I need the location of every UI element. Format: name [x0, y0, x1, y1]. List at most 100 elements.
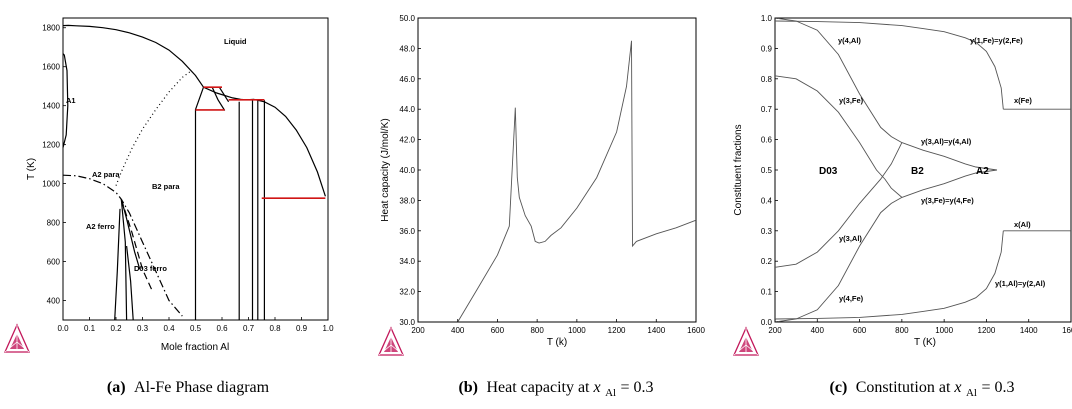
- panel-b-ticks: 200 400 600 800 1000 1200 1400 1600 30.0 32.0 34.0…: [399, 14, 705, 335]
- pc-ytick-label-4: 0.4: [761, 196, 773, 205]
- thermocalc-logo-b: [377, 326, 405, 356]
- caption-b-sub: Al: [605, 387, 616, 399]
- annotation-a2-ferro: A2 ferro: [86, 222, 115, 231]
- pc-ytick-label-7: 0.7: [761, 105, 773, 114]
- panel-b-plot-frame: [417, 17, 697, 323]
- panel-c-series: [774, 17, 1071, 323]
- pa-xtick-label-0: 0.0: [57, 324, 69, 333]
- pa-xtick-label-5: 0.5: [190, 324, 202, 333]
- pa-series-line-8: [218, 86, 230, 103]
- pb-xtick-label-5: 1200: [608, 326, 626, 335]
- pc-ytick-label-10: 1.0: [761, 14, 773, 23]
- pc-ytick-label-9: 0.9: [761, 44, 773, 53]
- annotation-a2: A2: [976, 166, 989, 177]
- pc-ytick-label-5: 0.5: [761, 166, 773, 175]
- thermocalc-logo-a: [3, 323, 31, 353]
- pa-ytick-label-7: 1800: [42, 24, 60, 33]
- panel-b: 200 400 600 800 1000 1200 1400 1600 30.0 32.0 34.0…: [380, 14, 705, 348]
- panel-c-plot-frame: [774, 17, 1072, 323]
- pc-ytick-label-3: 0.3: [761, 227, 773, 236]
- pc-series-line-9: [774, 197, 903, 323]
- pb-ytick-label-8: 46.0: [399, 75, 415, 84]
- pc-xtick-label-4: 1000: [935, 326, 953, 335]
- panel-a: 0.0 0.1 0.2 0.3 0.4 0.5 0.6 0.7 0.8 0.9 1.0 400 600 8…: [26, 17, 334, 353]
- annotation-y3fe: y(3,Fe): [839, 96, 864, 105]
- pb-xtick-label-4: 1000: [568, 326, 586, 335]
- pc-series-line-0: [774, 20, 1004, 110]
- panel-b-ylabel: Heat capacity (J/mol/K): [380, 118, 391, 221]
- pc-xtick-label-1: 400: [811, 326, 825, 335]
- pa-ytick-label-6: 1600: [42, 63, 60, 72]
- pa-xtick-label-7: 0.7: [243, 324, 255, 333]
- caption-c-var: x: [953, 379, 961, 396]
- pa-xtick-label-1: 0.1: [84, 324, 96, 333]
- pb-ytick-label-7: 44.0: [399, 105, 415, 114]
- annotation-a2-para: A2 para: [92, 170, 120, 179]
- pa-ytick-label-0: 400: [47, 297, 61, 306]
- pb-ytick-label-4: 38.0: [399, 196, 415, 205]
- annotation-xal: x(Al): [1014, 220, 1031, 229]
- pc-ytick-label-6: 0.6: [761, 136, 773, 145]
- caption-b-var: x: [593, 379, 601, 396]
- pc-ytick-label-1: 0.1: [761, 288, 773, 297]
- caption-b-text: Heat capacity at: [486, 379, 593, 396]
- pc-xtick-label-3: 800: [895, 326, 909, 335]
- caption-b-value: = 0.3: [621, 379, 654, 396]
- pb-ytick-label-1: 32.0: [399, 288, 415, 297]
- pa-series-line-0: [62, 24, 204, 88]
- caption-c: (c) Constitution at x Al = 0.3: [830, 379, 1015, 400]
- pa-ytick-label-4: 1200: [42, 141, 60, 150]
- pb-series-line-0: [457, 40, 697, 323]
- annotation-a1: A1: [66, 96, 76, 105]
- caption-b: (b) Heat capacity at x Al = 0.3: [458, 379, 653, 400]
- pa-xtick-label-6: 0.6: [216, 324, 228, 333]
- annotation-b2: B2: [911, 166, 924, 177]
- pa-ytick-label-1: 600: [47, 258, 61, 267]
- caption-c-letter: (c): [830, 379, 848, 396]
- pc-xtick-label-5: 1200: [978, 326, 996, 335]
- pb-ytick-label-10: 50.0: [399, 14, 415, 23]
- pc-xtick-label-2: 600: [853, 326, 867, 335]
- caption-c-value: = 0.3: [981, 379, 1014, 396]
- pc-xtick-label-0: 200: [768, 326, 782, 335]
- panel-c-ticks: 200 400 600 800 1000 1200 1400 1600 0.0 0.1 0.2 0.3…: [761, 14, 1072, 335]
- pa-ytick-label-5: 1400: [42, 102, 60, 111]
- panel-c-ylabel: Constituent fractions: [733, 124, 744, 215]
- pa-xtick-label-3: 0.3: [137, 324, 149, 333]
- pc-series-line-2: [774, 230, 1004, 320]
- pb-xtick-label-0: 200: [411, 326, 425, 335]
- panel-b-xlabel: T (k): [547, 337, 567, 348]
- pa-series-line-12: [120, 199, 154, 293]
- panel-c-xlabel: T (K): [914, 337, 936, 348]
- annotation-xfe: x(Fe): [1014, 96, 1032, 105]
- panel-a-ticks: 0.0 0.1 0.2 0.3 0.4 0.5 0.6 0.7 0.8 0.9 1.0 400 600 8…: [42, 24, 334, 333]
- pa-xtick-label-4: 0.4: [163, 324, 175, 333]
- pa-xtick-label-2: 0.2: [110, 324, 122, 333]
- pa-ytick-label-3: 1000: [42, 180, 60, 189]
- pb-ytick-label-6: 42.0: [399, 136, 415, 145]
- annotation-d03: D03: [819, 166, 838, 177]
- pa-series-line-15: [126, 245, 134, 321]
- pc-series-line-5: [901, 142, 998, 171]
- pa-ytick-label-2: 800: [47, 219, 61, 228]
- pc-series-line-8: [774, 142, 903, 268]
- pa-series-line-7: [211, 86, 226, 111]
- annotation-b2-para: B2 para: [152, 182, 180, 191]
- pb-xtick-label-6: 1400: [647, 326, 665, 335]
- pc-series-line-6: [774, 75, 903, 198]
- pb-ytick-label-2: 34.0: [399, 257, 415, 266]
- pa-series-line-16: [114, 208, 121, 321]
- annotation-y1fe-y2fe: y(1,Fe)=y(2,Fe): [970, 36, 1023, 45]
- pa-series-line-10: [115, 71, 191, 186]
- pc-ytick-label-2: 0.2: [761, 257, 773, 266]
- annotation-y3al-y4al: y(3,Al)=y(4,Al): [921, 137, 972, 146]
- pa-series-line-13: [120, 199, 128, 321]
- caption-a-text: Al-Fe Phase diagram: [134, 379, 270, 396]
- pa-series-line-9: [62, 53, 69, 148]
- panel-c: 200 400 600 800 1000 1200 1400 1600 0.0 0.1 0.2 0.3…: [733, 14, 1072, 348]
- annotation-d03-ferro: D03 ferro: [134, 264, 167, 273]
- panel-a-series: [62, 24, 326, 321]
- annotation-y1al-y2al: y(1,Al)=y(2,Al): [995, 279, 1046, 288]
- pb-ytick-label-0: 30.0: [399, 318, 415, 327]
